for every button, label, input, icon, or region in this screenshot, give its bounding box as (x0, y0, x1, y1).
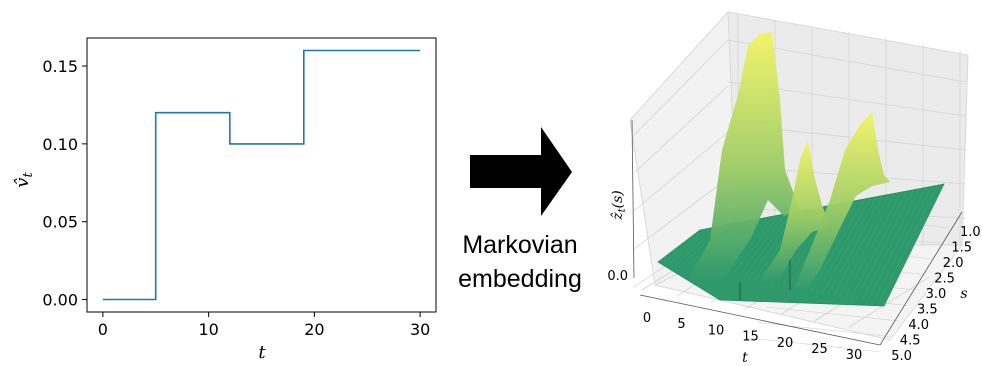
arrow-shape (470, 127, 572, 216)
mesh-line (731, 214, 780, 277)
floor-grid-line (848, 276, 930, 328)
z-axis-line (631, 119, 635, 279)
y-axis-label: v̂t (12, 172, 36, 188)
x-tick-label: 20 (304, 320, 324, 339)
spike-t5 (688, 32, 800, 280)
markovian-arrow: Markovian embedding (458, 127, 582, 293)
axis-3d-ticks: 0 5 10 15 20 25 30 1.01.52.02.53.03.54.04.55.0 0… (607, 225, 980, 364)
s-tick-label: 2.0 (943, 256, 964, 271)
mesh-line (838, 193, 896, 298)
y-tick-label: 0.10 (42, 135, 78, 154)
surface-chart: 0 5 10 15 20 25 30 1.01.52.02.53.03.54.04.55.0 0… (607, 10, 981, 366)
mesh-line (866, 187, 926, 303)
mesh-line (736, 213, 786, 278)
mesh-line (832, 194, 890, 297)
x-tick-label: 0 (98, 320, 108, 339)
mesh-line (872, 186, 933, 304)
spike-t19 (795, 112, 890, 292)
s-tick-label: 4.0 (908, 318, 929, 333)
z-tick-label: 0.0 (607, 269, 628, 284)
left-grid-line (633, 131, 729, 212)
t-tick-label: 10 (708, 323, 725, 338)
mesh-line (883, 183, 945, 307)
s-tick-label: 4.5 (900, 334, 921, 349)
floor-grid-line-s (757, 322, 890, 337)
x-tick-label: 30 (410, 320, 430, 339)
s-tick-label: 2.5 (934, 272, 955, 287)
s-tick-label: 1.5 (951, 241, 972, 256)
floor-grid-line-s (749, 337, 882, 353)
arrow-label-line2: embedding (458, 265, 582, 293)
mesh-line (669, 227, 713, 265)
s-tick-label: 1.0 (960, 225, 981, 240)
mesh-line (844, 191, 902, 299)
mesh-line (725, 216, 774, 276)
mesh-line (810, 198, 865, 292)
t-axis-line (639, 294, 881, 346)
step-chart: 0 10 20 30 0.00 0.05 0.10 0.15 t v̂t (12, 37, 437, 363)
t-tick-label: 0 (643, 311, 651, 326)
s-axis-label: s (960, 286, 967, 302)
floor-grid-line-s (766, 306, 899, 322)
mesh-line (821, 196, 878, 295)
x-tick-label: 10 (198, 320, 218, 339)
spike-t12 (760, 140, 830, 282)
t-tick-label: 5 (677, 317, 685, 332)
z-axis-label: ẑt(s) (609, 190, 628, 221)
t-tick-label: 30 (846, 348, 863, 363)
y-tick-label: 0.00 (42, 291, 78, 310)
s-tick-label: 3.0 (926, 287, 947, 302)
axis-ticks: 0 10 20 30 0.00 0.05 0.10 0.15 (42, 57, 430, 339)
t-axis-label: t (742, 350, 748, 366)
mesh-line (742, 212, 792, 279)
y-tick-label: 0.15 (42, 57, 78, 76)
mesh-line (663, 228, 707, 264)
mesh-line (657, 229, 701, 263)
left-grid-line (633, 39, 729, 136)
t-tick-label: 20 (777, 336, 794, 351)
s-tick-label: 5.0 (891, 349, 912, 364)
t-tick-label: 15 (742, 330, 759, 345)
mesh-line (827, 195, 884, 296)
mesh-line (861, 188, 920, 302)
left-grid-line (633, 177, 729, 250)
y-tick-label: 0.05 (42, 213, 78, 232)
mesh-line (878, 185, 939, 306)
series-line (102, 49, 421, 301)
mesh-line (849, 190, 908, 300)
left-grid-line (633, 85, 729, 174)
mesh-line (815, 197, 872, 293)
plot-frame (86, 37, 437, 313)
s-axis-line (879, 211, 963, 346)
mesh-line (855, 189, 914, 301)
x-axis-label: t (258, 342, 266, 363)
arrow-label-line1: Markovian (462, 231, 577, 259)
s-tick-label: 3.5 (917, 303, 938, 318)
t-tick-label: 25 (811, 342, 828, 357)
